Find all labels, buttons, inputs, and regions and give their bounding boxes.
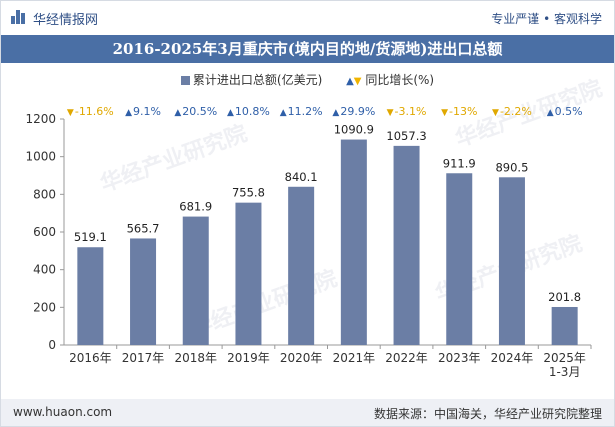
growth-value: 29.9% (340, 105, 376, 118)
growth-value: -13% (449, 105, 478, 118)
growth-value: 10.8% (234, 105, 270, 118)
y-tick-label: 1200 (25, 112, 56, 126)
bar-value-label: 681.9 (179, 200, 212, 214)
up-triangle-icon: ▲ (546, 108, 554, 118)
x-tick-label: 2022年 (385, 351, 428, 365)
y-tick-label: 800 (33, 187, 56, 201)
growth-value: -3.1% (394, 105, 427, 118)
y-tick-label: 600 (33, 225, 56, 239)
up-triangle-icon: ▲ (125, 108, 133, 118)
bar-value-label: 890.5 (495, 160, 528, 174)
down-triangle-icon: ▼ (386, 108, 394, 118)
growth-value: 20.5% (182, 105, 218, 118)
x-tick-label: 2025年 (543, 351, 586, 365)
legend-bar-label: 累计进出口总额(亿美元) (192, 73, 323, 87)
bar-value-label: 755.8 (232, 186, 265, 200)
legend-growth-label: 同比增长(%) (365, 73, 435, 87)
growth-label: ▼-11.6% (67, 105, 114, 118)
footer-source: 数据来源：中国海关，华经产业研究院整理 (373, 407, 602, 421)
up-triangle-icon: ▲ (279, 108, 287, 118)
growth-label: ▼-13% (441, 105, 477, 118)
header-bar: 华经情报网 专业严谨 • 客观科学 (1, 1, 614, 35)
growth-label: ▲29.9% (332, 105, 375, 118)
growth-value: -2.2% (499, 105, 532, 118)
down-triangle-icon: ▼ (441, 108, 448, 118)
bar (498, 177, 525, 345)
x-tick-label: 2020年 (280, 351, 323, 365)
brand-name: 华经情报网 (33, 13, 99, 28)
growth-value: -11.6% (74, 105, 114, 118)
growth-label: ▲9.1% (125, 105, 161, 118)
x-tick-label: 2016年 (69, 351, 112, 365)
growth-label: ▲10.8% (227, 105, 270, 118)
up-triangle-icon: ▲ (227, 108, 234, 118)
footer-bar: www.huaon.com 数据来源：中国海关，华经产业研究院整理 (1, 399, 614, 426)
x-tick-label: 2024年 (491, 351, 534, 365)
growth-label: ▲0.5% (547, 105, 583, 118)
bar-value-label: 519.1 (74, 230, 107, 244)
up-triangle-icon: ▲ (332, 108, 340, 118)
bar-value-label: 201.8 (548, 290, 581, 304)
bar-value-label: 911.9 (443, 156, 476, 170)
x-tick-label: 1-3月 (549, 365, 581, 379)
growth-label: ▼-2.2% (492, 105, 532, 118)
growth-value: 11.2% (287, 105, 323, 118)
growth-value: 9.1% (133, 105, 161, 118)
legend-down-triangle-icon: ▼ (353, 76, 362, 87)
brand-tagline: 专业严谨 • 客观科学 (491, 12, 602, 26)
chart-legend: 累计进出口总额(亿美元) ▲▼ 同比增长(%) (1, 71, 614, 88)
legend-up-triangle-icon: ▲ (346, 76, 354, 87)
y-tick-label: 400 (33, 263, 56, 277)
bar-value-label: 565.7 (127, 221, 160, 235)
bar (393, 145, 420, 345)
growth-label: ▼-3.1% (387, 105, 427, 118)
legend-bar-swatch (180, 76, 190, 85)
chart-title: 2016-2025年3月重庆市(境内目的地/货源地)进出口总额 (1, 35, 614, 63)
bar (235, 202, 262, 345)
bar-value-label: 1057.3 (386, 129, 426, 143)
y-tick-label: 200 (33, 300, 56, 314)
logo-icon (11, 10, 25, 24)
bar (77, 247, 104, 345)
x-tick-label: 2017年 (122, 351, 165, 365)
bar-value-label: 840.1 (285, 170, 318, 184)
bar (182, 216, 209, 345)
legend-item-growth: ▲▼ 同比增长(%) (346, 71, 434, 88)
y-tick-label: 0 (48, 338, 56, 352)
x-tick-label: 2019年 (227, 351, 270, 365)
y-tick-label: 1000 (25, 150, 56, 164)
growth-label: ▲20.5% (174, 105, 217, 118)
growth-label: ▲11.2% (280, 105, 323, 118)
x-tick-label: 2018年 (174, 351, 217, 365)
down-triangle-icon: ▼ (66, 108, 74, 118)
down-triangle-icon: ▼ (492, 108, 499, 118)
growth-value: 0.5% (554, 105, 583, 118)
legend-item-bar: 累计进出口总额(亿美元) (180, 71, 323, 88)
bar-plot: 0 200 400 600 800 1000 1200 519.1 2016年 565.7 2017… (25, 112, 592, 379)
x-tick-label: 2021年 (333, 351, 376, 365)
up-triangle-icon: ▲ (174, 108, 182, 118)
bar (446, 173, 473, 345)
bar (340, 139, 367, 345)
bar (130, 238, 157, 345)
footer-site: www.huaon.com (13, 405, 113, 419)
bar (288, 186, 315, 345)
x-tick-label: 2023年 (438, 351, 481, 365)
bar-value-label: 1090.9 (334, 123, 374, 137)
bar (551, 306, 578, 345)
